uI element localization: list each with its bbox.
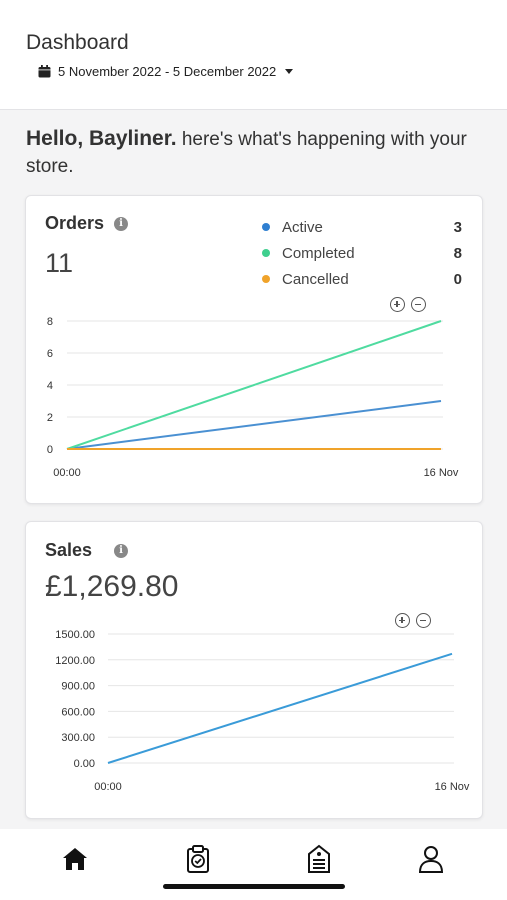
date-range-selector[interactable]: 5 November 2022 - 5 December 2022 [38, 64, 294, 79]
legend-count: 3 [453, 218, 462, 236]
zoom-out-icon[interactable] [411, 297, 426, 312]
sales-total: £1,269.80 [45, 570, 179, 603]
sales-zoom-controls [395, 613, 431, 628]
zoom-out-icon[interactable] [416, 613, 431, 628]
legend-label: Completed [282, 244, 355, 262]
y-tick-label: 8 [47, 316, 53, 328]
greeting-hello: Hello, Bayliner. [26, 127, 177, 150]
info-icon[interactable]: i [114, 543, 129, 558]
greeting-message: here's what's happening with your store. [26, 129, 467, 177]
x-tick-label: 16 Nov [435, 781, 470, 793]
legend-dot-cancelled [262, 275, 270, 283]
series-line [107, 652, 453, 764]
orders-card: Orders i 11 Active 3 Completed 8 Cancell… [25, 195, 483, 504]
legend-dot-active [262, 223, 270, 231]
legend-item-active: Active 3 [262, 214, 462, 240]
orders-clipboard-icon [187, 845, 209, 873]
orders-total: 11 [45, 248, 74, 278]
sales-card: Sales i £1,269.80 0.00 300.00 600.00 900.00… [25, 521, 483, 819]
legend-label: Cancelled [282, 270, 349, 288]
legend-count: 0 [453, 270, 462, 288]
tab-home[interactable] [59, 843, 91, 875]
greeting: Hello, Bayliner. here's what's happening… [26, 125, 486, 180]
orders-title-row: Orders i [45, 213, 129, 234]
bottom-tab-bar [0, 829, 507, 900]
legend-dot-completed [262, 249, 270, 257]
tab-orders[interactable] [182, 843, 214, 875]
y-tick-label: 6 [47, 348, 53, 360]
y-tick-label: 300.00 [61, 732, 95, 744]
y-tick-label: 0.00 [74, 758, 95, 770]
y-tick-label: 600.00 [61, 706, 95, 718]
x-tick-label: 16 Nov [424, 467, 459, 479]
date-range-label: 5 November 2022 - 5 December 2022 [58, 64, 277, 79]
x-tick-label: 00:00 [94, 781, 122, 793]
zoom-in-icon[interactable] [390, 297, 405, 312]
legend-label: Active [282, 218, 323, 236]
tab-products[interactable] [303, 843, 335, 875]
legend-item-cancelled: Cancelled 0 [262, 266, 462, 292]
orders-title: Orders [45, 213, 105, 233]
orders-zoom-controls [390, 297, 426, 312]
home-indicator[interactable] [163, 884, 345, 889]
x-tick-label: 00:00 [53, 467, 81, 479]
orders-chart: 0 2 4 6 8 00:00 16 Nov [47, 316, 459, 479]
y-tick-label: 4 [47, 380, 53, 392]
tab-account[interactable] [415, 843, 447, 875]
products-tag-icon [308, 844, 330, 873]
sales-title-row: Sales i [45, 540, 129, 561]
sales-chart: 0.00 300.00 600.00 900.00 1200.00 1500.00 00:0… [55, 629, 470, 793]
y-tick-label: 900.00 [61, 681, 95, 693]
legend-count: 8 [453, 244, 462, 262]
series-line [66, 320, 442, 450]
y-tick-label: 1200.00 [55, 655, 95, 667]
calendar-icon [38, 65, 51, 78]
orders-legend: Active 3 Completed 8 Cancelled 0 [262, 214, 462, 292]
y-tick-label: 0 [47, 444, 53, 456]
legend-item-completed: Completed 8 [262, 240, 462, 266]
home-icon [63, 848, 87, 870]
series-line [66, 400, 442, 450]
zoom-in-icon[interactable] [395, 613, 410, 628]
caret-down-icon [285, 69, 294, 74]
page-title: Dashboard [26, 31, 129, 54]
sales-title: Sales [45, 540, 93, 560]
y-tick-label: 2 [47, 412, 53, 424]
y-tick-label: 1500.00 [55, 629, 95, 641]
account-user-icon [418, 846, 444, 873]
header: Dashboard 5 November 2022 - 5 December 2… [0, 0, 507, 110]
info-icon[interactable]: i [114, 216, 129, 231]
